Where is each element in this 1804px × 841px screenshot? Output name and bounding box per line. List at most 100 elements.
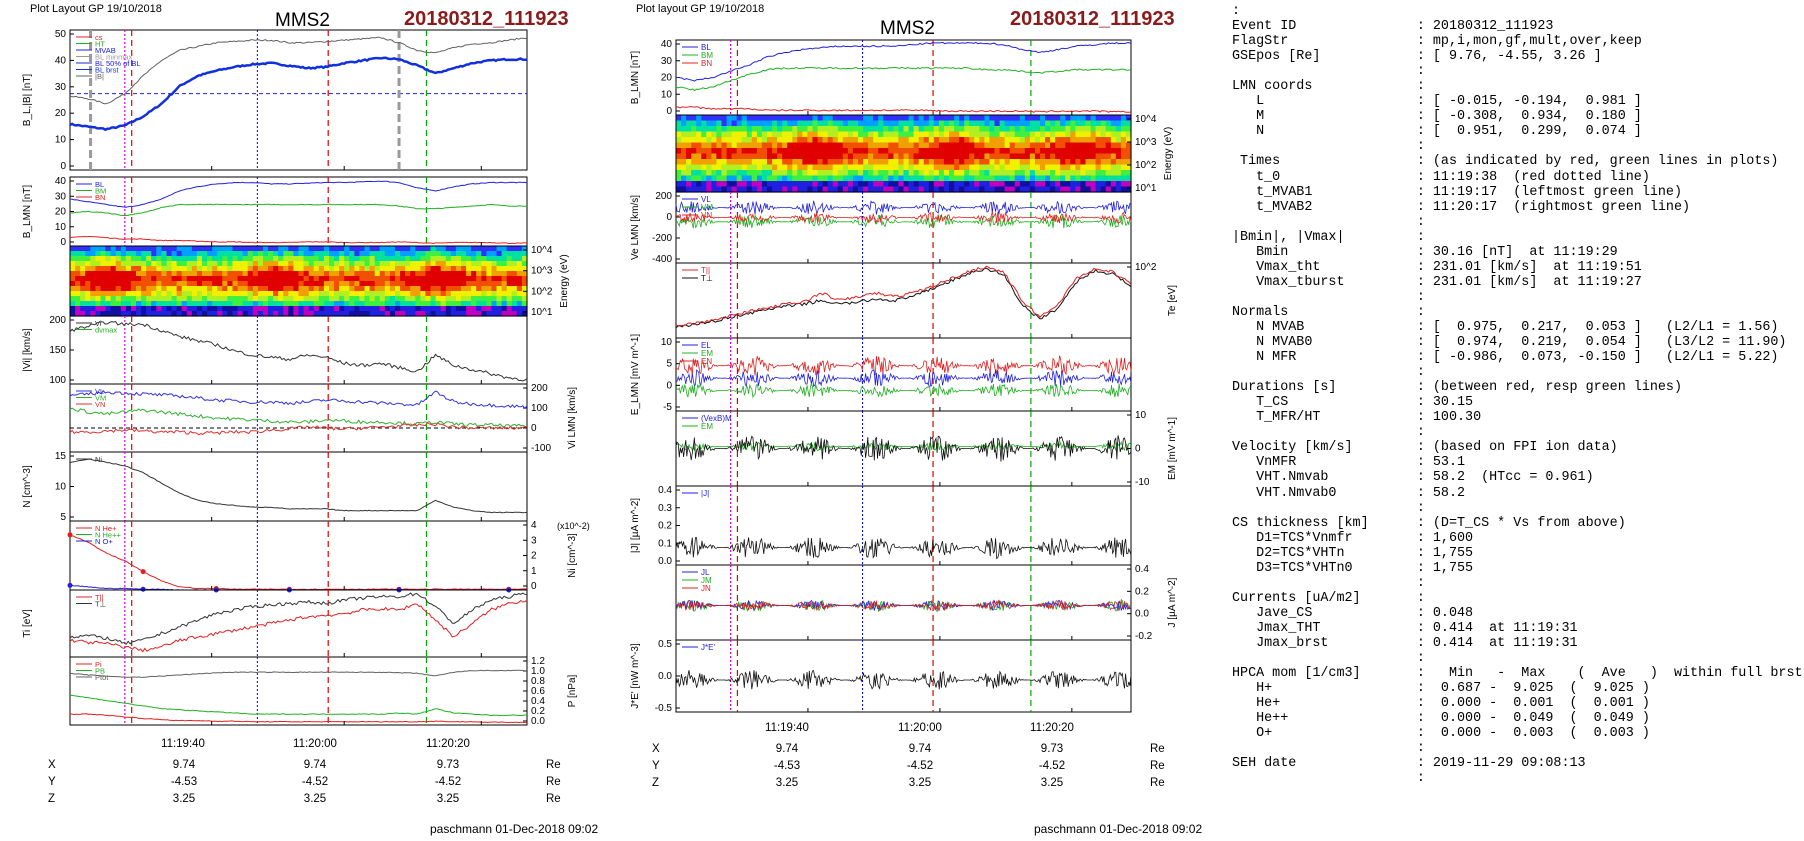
spectrogram-cell bbox=[908, 120, 915, 127]
spectrogram-cell bbox=[1024, 186, 1031, 193]
info-line: : bbox=[1232, 651, 1425, 667]
spectrogram-cell bbox=[202, 281, 208, 287]
legend-label: VN bbox=[95, 400, 105, 409]
spectrogram-cell bbox=[364, 261, 371, 267]
info-line: T_MFR/HT : 100.30 bbox=[1232, 410, 1482, 426]
spectrogram-cell bbox=[476, 296, 482, 302]
spectrogram-cell bbox=[842, 137, 849, 144]
spectrogram-cell bbox=[716, 126, 723, 133]
spectrogram-cell bbox=[913, 120, 920, 127]
spectrogram-cell bbox=[868, 181, 874, 188]
spectrogram-cell bbox=[994, 148, 1001, 155]
spectrogram-cell bbox=[686, 153, 692, 160]
spectrogram-cell bbox=[90, 296, 96, 302]
spectrogram-cell bbox=[400, 291, 406, 297]
spectrogram-cell bbox=[1040, 153, 1046, 160]
spectrogram-cell bbox=[1080, 148, 1087, 155]
spectrogram-cell bbox=[883, 148, 889, 155]
spectrogram-cell bbox=[359, 306, 366, 312]
spectrogram-cell bbox=[521, 261, 528, 267]
spectrogram-cell bbox=[933, 131, 940, 138]
spectrogram-cell bbox=[1060, 115, 1066, 122]
spectrogram-cell bbox=[1100, 148, 1107, 155]
spectrogram-cell bbox=[425, 261, 432, 267]
spectrogram-cell bbox=[1100, 137, 1107, 144]
spectrogram-cell bbox=[711, 159, 718, 166]
spectrogram-cell bbox=[777, 126, 783, 133]
y-tick-label: 0 bbox=[60, 237, 66, 248]
spectrogram-cell bbox=[283, 276, 289, 282]
spectrogram-cell bbox=[676, 186, 682, 193]
legend-label: BL brst bbox=[95, 66, 119, 75]
y-tick-label: 3 bbox=[531, 535, 537, 546]
spectrogram-cell bbox=[1110, 181, 1117, 188]
spectrogram-cell bbox=[115, 276, 122, 282]
spectrogram-cell bbox=[1050, 137, 1056, 144]
spectrogram-cell bbox=[726, 142, 733, 149]
spectrogram-cell bbox=[903, 148, 910, 155]
spectrogram-cell bbox=[334, 251, 340, 257]
spectrogram-cell bbox=[450, 301, 457, 307]
spectrogram-cell bbox=[797, 115, 803, 122]
spectrogram-cell bbox=[696, 126, 702, 133]
spectrogram-cell bbox=[95, 246, 102, 252]
info-line: Durations [s] : (between red, resp green… bbox=[1232, 380, 1682, 396]
spectrogram-cell bbox=[374, 311, 381, 317]
spectrogram-cell bbox=[166, 291, 173, 297]
spectrogram-cell bbox=[807, 175, 814, 182]
spectrogram-cell bbox=[85, 271, 91, 277]
spectrogram-cell bbox=[938, 186, 945, 193]
spectrogram-cell bbox=[425, 276, 432, 282]
spectrogram-cell bbox=[1050, 164, 1056, 171]
spectrogram-cell bbox=[994, 181, 1001, 188]
spectrogram-cell bbox=[933, 137, 940, 144]
y-tick-label: 10^3 bbox=[531, 266, 553, 277]
spectrogram-cell bbox=[90, 266, 96, 272]
spectrogram-cell bbox=[369, 296, 376, 302]
spectrogram-cell bbox=[974, 175, 980, 182]
spectrogram-cell bbox=[888, 148, 894, 155]
series-line bbox=[69, 180, 528, 208]
spectrogram-cell bbox=[166, 261, 173, 267]
spectrogram-cell bbox=[257, 291, 264, 297]
spectrogram-cell bbox=[125, 296, 132, 302]
spectrogram-cell bbox=[445, 296, 452, 302]
spectrogram-cell bbox=[130, 301, 137, 307]
spectrogram-cell bbox=[827, 115, 834, 122]
spectrogram-cell bbox=[202, 306, 208, 312]
spectrogram-cell bbox=[979, 126, 985, 133]
spectrogram-cell bbox=[445, 286, 452, 292]
spectrogram-cell bbox=[191, 311, 198, 317]
spectrogram-cell bbox=[807, 164, 814, 171]
spectrogram-cell bbox=[1070, 131, 1076, 138]
spectrogram-cell bbox=[903, 115, 910, 122]
info-line: : bbox=[1232, 64, 1425, 80]
spectrogram-cell bbox=[481, 286, 487, 292]
spectrogram-cell bbox=[812, 153, 819, 160]
spectrogram-cell bbox=[217, 301, 223, 307]
spectrogram-cell bbox=[842, 120, 849, 127]
spectrogram-cell bbox=[455, 246, 462, 252]
spectrogram-cell bbox=[959, 115, 965, 122]
spectrogram-cell bbox=[812, 126, 819, 133]
series-line bbox=[69, 694, 528, 717]
spectrogram-cell bbox=[354, 256, 361, 262]
spectrogram-cell bbox=[878, 186, 884, 193]
spectrogram-cell bbox=[858, 115, 864, 122]
info-line: |Bmin|, |Vmax| : bbox=[1232, 229, 1425, 245]
spectrogram-cell bbox=[166, 281, 173, 287]
spectrogram-cell bbox=[822, 164, 829, 171]
coord-label-y: Y bbox=[652, 760, 660, 772]
spectrogram-cell bbox=[303, 271, 310, 277]
spectrogram-cell bbox=[298, 261, 305, 267]
spectrogram-cell bbox=[344, 286, 350, 292]
spectrogram-cell bbox=[863, 148, 869, 155]
spectrogram-cell bbox=[999, 153, 1006, 160]
spectrogram-cell bbox=[384, 256, 391, 262]
spectrogram-cell bbox=[989, 159, 996, 166]
spectrogram-cell bbox=[701, 164, 707, 171]
spectrogram-cell bbox=[837, 131, 844, 138]
spectrogram-cell bbox=[777, 153, 783, 160]
spectrogram-cell bbox=[303, 261, 310, 267]
